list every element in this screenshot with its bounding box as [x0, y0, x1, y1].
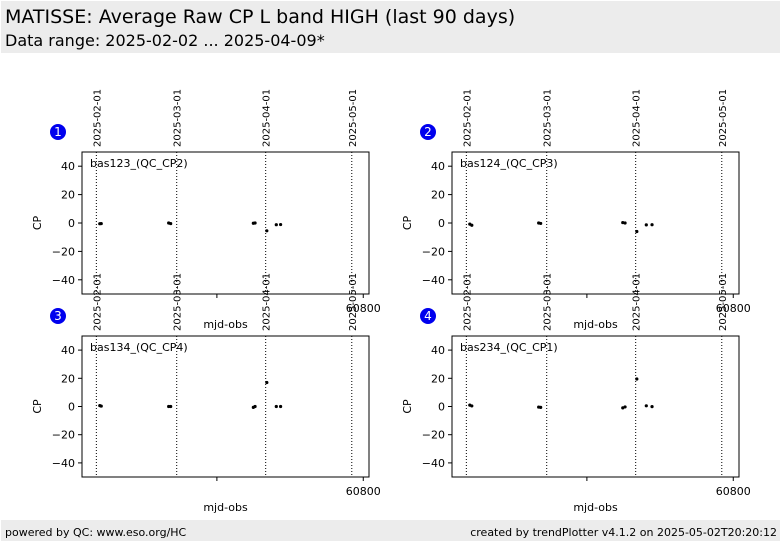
panel-1-ytick-label: −40: [52, 274, 75, 287]
panel-4-ytick-label: 40: [431, 344, 445, 357]
panel-1-badge-number: 1: [54, 125, 62, 139]
panel-3-frame: [81, 335, 370, 478]
panel-2-data-point: [644, 223, 648, 227]
panel-1-ytick-label: 20: [61, 189, 75, 202]
panel-3-date-label: 2025-04-01: [262, 273, 273, 331]
panel-2-data-point: [650, 223, 654, 227]
panel-4-data-point: [635, 377, 639, 381]
panel-1-date-label: 2025-05-01: [348, 89, 359, 147]
panel-2-date-label: 2025-02-01: [462, 89, 473, 147]
panel-2-ytick-label: −20: [422, 245, 445, 258]
panel-1-data-point: [279, 222, 283, 227]
panel-4-xtick-label: 60800: [716, 485, 751, 498]
panel-1-data-point: [169, 221, 173, 226]
panel-1-data-point: [253, 221, 257, 225]
panel-3-date-label: 2025-02-01: [92, 273, 103, 331]
panel-2-ytick-label: 20: [431, 189, 445, 202]
panel-4-ytick-label: 0: [438, 401, 445, 414]
panel-1-date-label: 2025-04-01: [262, 89, 273, 147]
panel-2-xlabel: mjd-obs: [573, 318, 618, 331]
panel-2-date-label: 2025-05-01: [718, 89, 729, 147]
page-title: MATISSE: Average Raw CP L band HIGH (las…: [5, 6, 516, 28]
panel-1-ylabel: CP: [31, 215, 44, 230]
panel-4-ytick-label: 20: [431, 372, 445, 385]
panel-3-ylabel: CP: [31, 399, 44, 414]
panel-3-ytick-label: −40: [52, 457, 75, 470]
panel-4-data-point: [539, 405, 543, 409]
panel-2-xtick-label: 60800: [716, 302, 751, 315]
panel-3-ytick-label: 20: [61, 372, 75, 385]
panel-1-data-point: [99, 221, 103, 226]
panel-4-data-point: [623, 405, 627, 409]
panel-4-data-point: [644, 404, 648, 408]
panel-2-data-point: [539, 221, 543, 226]
panel-4-date-label: 2025-03-01: [543, 273, 554, 331]
panel-3-xlabel: mjd-obs: [203, 501, 248, 514]
panel-1-date-label: 2025-03-01: [173, 89, 184, 147]
panel-1-ytick-label: 0: [68, 217, 75, 230]
panel-3-ytick-label: −20: [52, 429, 75, 442]
panel-3-data-point: [99, 404, 103, 408]
footer-credit-link[interactable]: powered by QC: www.eso.org/HC: [5, 526, 187, 539]
panel-1-xtick-label: 60800: [346, 302, 381, 315]
panel-2-badge-number: 2: [424, 125, 432, 139]
panel-3-series-label: bas134_(QC_CP4): [90, 341, 188, 354]
panel-3-ytick-label: 40: [61, 344, 75, 357]
panel-2-ylabel: CP: [401, 215, 414, 230]
panel-3-xtick-label: 60800: [346, 485, 381, 498]
panel-1-ytick-label: 40: [61, 160, 75, 173]
panel-4-data-point: [470, 404, 474, 408]
panel-1-ytick-label: −20: [52, 245, 75, 258]
panel-2-ytick-label: −40: [422, 274, 445, 287]
panel-4-series-label: bas234_(QC_CP1): [460, 341, 558, 354]
panel-4-badge-number: 4: [424, 309, 432, 323]
panel-2-frame: [451, 151, 740, 295]
panel-4-ytick-label: −40: [422, 457, 445, 470]
panel-4-data-point: [650, 405, 654, 409]
panel-3-date-label: 2025-05-01: [348, 273, 359, 331]
panel-1-date-label: 2025-02-01: [92, 89, 103, 147]
panel-3-data-point: [253, 404, 257, 409]
panel-2-data-point: [635, 229, 639, 234]
panel-1-data-point: [265, 229, 269, 233]
panel-3-data-point: [265, 380, 269, 385]
panel-3-data-point: [279, 404, 283, 409]
panel-4-ytick-label: −20: [422, 429, 445, 442]
panel-1-data-point: [274, 223, 278, 227]
panel-2-ytick-label: 0: [438, 217, 445, 230]
panel-4-date-label: 2025-05-01: [718, 273, 729, 331]
panel-3-data-point: [169, 404, 173, 409]
panel-2-date-label: 2025-03-01: [543, 89, 554, 147]
panel-4-date-label: 2025-02-01: [462, 273, 473, 331]
panel-4-frame: [451, 335, 740, 478]
header-band: MATISSE: Average Raw CP L band HIGH (las…: [1, 1, 780, 53]
panel-2-data-point: [623, 221, 627, 225]
panel-1-series-label: bas123_(QC_CP2): [90, 157, 188, 170]
panel-3-date-label: 2025-03-01: [173, 273, 184, 331]
footer-band: powered by QC: www.eso.org/HC created by…: [1, 520, 780, 541]
panel-4-date-label: 2025-04-01: [632, 273, 643, 331]
panel-4-xlabel: mjd-obs: [573, 501, 618, 514]
panel-1-frame: [81, 151, 370, 295]
panel-2-ytick-label: 40: [431, 160, 445, 173]
panel-3-data-point: [274, 404, 278, 409]
panel-3-badge-number: 3: [54, 309, 62, 323]
panel-2-series-label: bas124_(QC_CP3): [460, 157, 558, 170]
page-subtitle: Data range: 2025-02-02 ... 2025-04-09*: [5, 31, 325, 50]
panel-2-badge: [420, 124, 436, 140]
panel-4-ylabel: CP: [401, 399, 414, 414]
panel-1-xlabel: mjd-obs: [203, 318, 248, 331]
panel-1-badge: [50, 124, 66, 140]
panel-2-date-label: 2025-04-01: [632, 89, 643, 147]
panel-2-data-point: [470, 223, 474, 227]
footer-generated-info: created by trendPlotter v4.1.2 on 2025-0…: [470, 526, 777, 539]
panel-3-ytick-label: 0: [68, 401, 75, 414]
panel-4-badge: [420, 308, 436, 324]
panel-3-badge: [50, 308, 66, 324]
